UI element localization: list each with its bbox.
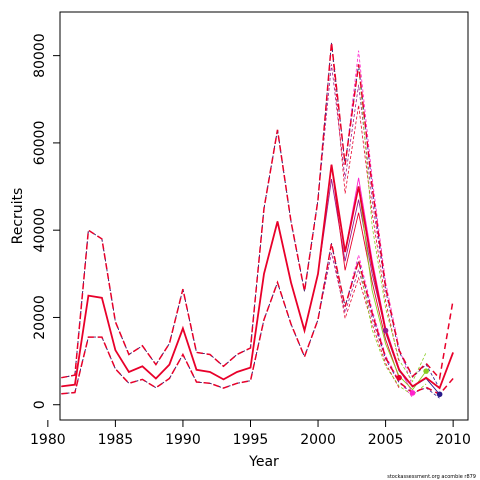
lower-bound-line [61, 243, 454, 396]
x-tick-label-1985: 1985 [98, 432, 134, 448]
retro-series-layer [61, 42, 440, 399]
y-tick-label-80000: 80000 [32, 33, 48, 78]
retro-upper-line-2006 [61, 42, 400, 379]
y-axis: 0 20000 40000 60000 80000 [32, 33, 60, 409]
y-tick-label-40000: 40000 [32, 208, 48, 253]
y-tick-label-0: 0 [32, 400, 48, 409]
retro-lower-line-2006 [61, 243, 400, 395]
x-tick-label-1990: 1990 [165, 432, 201, 448]
plot-frame [59, 11, 469, 421]
x-tick-label-2010: 2010 [435, 432, 471, 448]
credit-text: stockassessment.org acombie r879 [387, 474, 476, 480]
retro-point-2009 [436, 391, 443, 398]
terminal-points-layer [382, 327, 443, 398]
retro-lower-line-2005 [61, 252, 386, 395]
estimate-line [61, 164, 454, 390]
upper-bound-line [61, 42, 454, 381]
main-series-layer [61, 42, 454, 396]
x-tick-label-2000: 2000 [300, 432, 336, 448]
x-axis-title: Year [248, 454, 279, 470]
retro-point-2005 [382, 327, 389, 334]
retro-point-2006 [396, 374, 402, 381]
retro-point-2008 [423, 368, 429, 374]
x-tick-label-1995: 1995 [233, 432, 269, 448]
x-axis: 1980 1985 1990 1995 2000 2005 2010 [30, 420, 471, 448]
retro-point-2007 [409, 390, 416, 396]
y-tick-label-20000: 20000 [32, 295, 48, 340]
y-axis-title: Recruits [10, 188, 26, 245]
retro-estimate-line-2006 [61, 164, 400, 387]
y-tick-label-60000: 60000 [32, 121, 48, 166]
x-tick-label-2005: 2005 [368, 432, 404, 448]
retro-upper-line-2009 [61, 42, 440, 389]
x-tick-label-1980: 1980 [30, 432, 66, 448]
retro-upper-line-2008 [61, 42, 427, 383]
